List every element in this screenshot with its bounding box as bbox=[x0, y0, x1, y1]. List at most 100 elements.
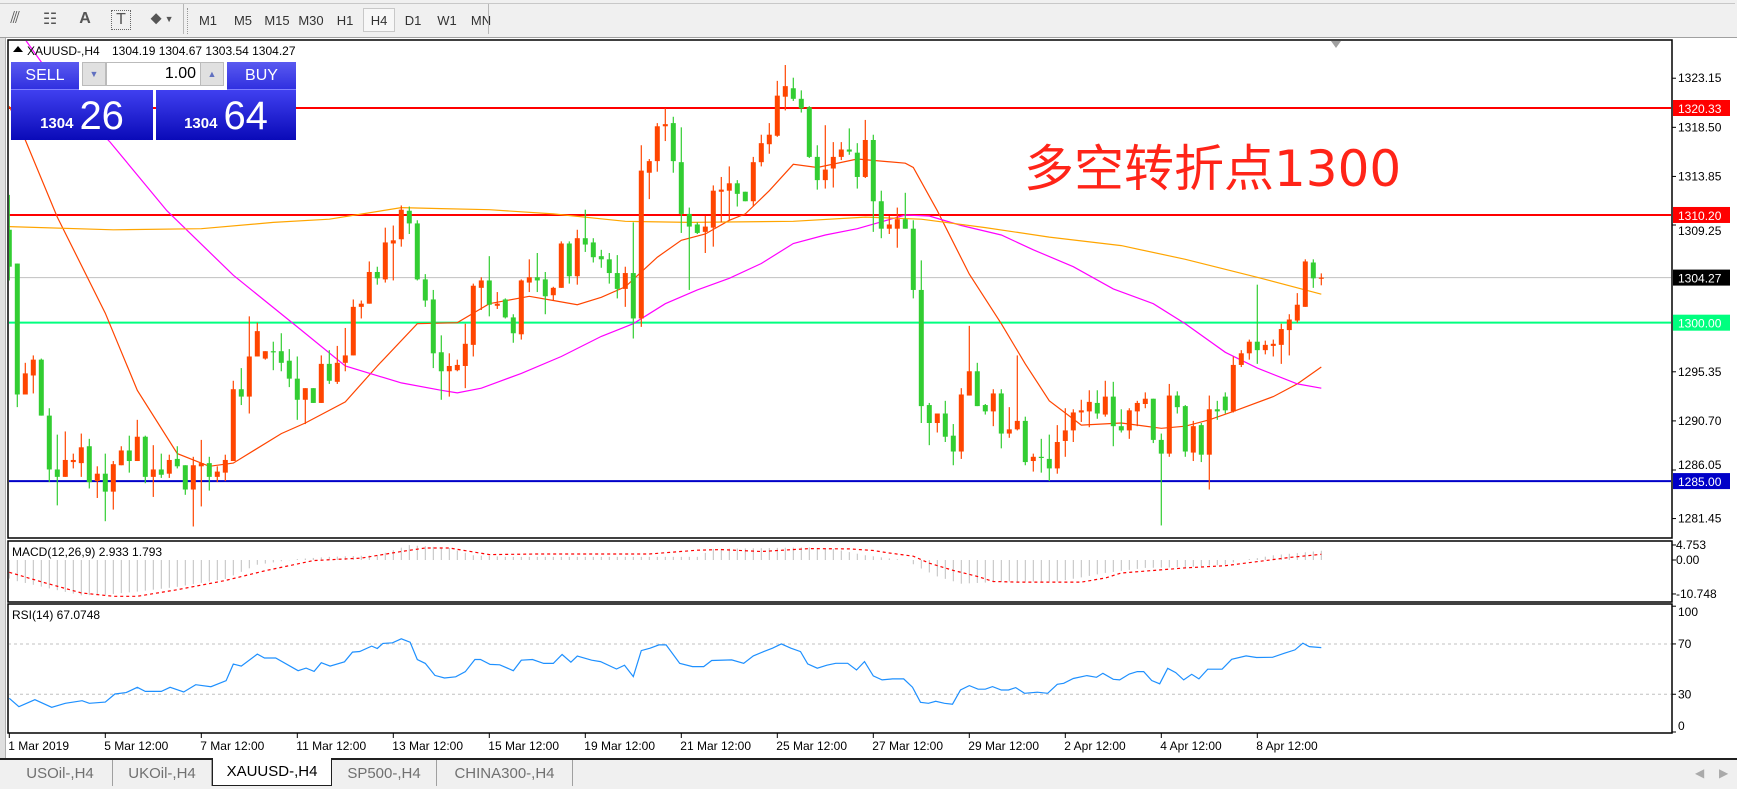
scroll-left-icon[interactable]: ◀ bbox=[1695, 766, 1705, 780]
candle-body bbox=[1238, 353, 1244, 365]
level-price-label: 1285.00 bbox=[1678, 475, 1722, 489]
text-label-icon[interactable]: T bbox=[111, 10, 131, 30]
tab-sp500[interactable]: SP500-,H4 bbox=[332, 760, 437, 786]
bull-candle bbox=[654, 123, 660, 172]
candle-body bbox=[718, 189, 724, 192]
chart-annotation-text[interactable]: 多空转折点1300 bbox=[1024, 140, 1402, 198]
bear-candle bbox=[534, 252, 540, 293]
buy-button[interactable]: BUY bbox=[227, 62, 296, 90]
timeframe-m5[interactable]: M5 bbox=[233, 12, 253, 28]
sell-price-button[interactable]: 1304 26 bbox=[11, 90, 153, 140]
buy-price-button[interactable]: 1304 64 bbox=[156, 90, 296, 140]
bull-candle bbox=[718, 176, 724, 223]
rsi-tick-label: 0 bbox=[1678, 719, 1685, 733]
buy-price-suffix: 64 bbox=[223, 94, 268, 138]
time-tick-label: 21 Mar 12:00 bbox=[680, 739, 751, 753]
bear-candle bbox=[974, 362, 980, 407]
bull-candle bbox=[1070, 409, 1076, 443]
candle-body bbox=[230, 389, 236, 462]
candle-body bbox=[374, 271, 380, 279]
time-tick-label: 29 Mar 12:00 bbox=[968, 739, 1039, 753]
bear-candle bbox=[1158, 433, 1164, 526]
bear-candle bbox=[606, 252, 612, 284]
candle-body bbox=[1190, 426, 1196, 453]
candle-body bbox=[526, 277, 532, 283]
time-tick-label: 7 Mar 12:00 bbox=[200, 739, 264, 753]
lot-increase-button[interactable]: ▲ bbox=[200, 62, 224, 86]
bull-candle bbox=[470, 283, 476, 357]
chart-shift-marker-icon[interactable] bbox=[1331, 41, 1341, 48]
bull-candle bbox=[558, 241, 564, 288]
bull-candle bbox=[1166, 383, 1172, 457]
candle-body bbox=[902, 219, 908, 229]
timeframe-d1[interactable]: D1 bbox=[404, 12, 422, 28]
sell-button[interactable]: SELL bbox=[11, 62, 79, 90]
candle-body bbox=[814, 156, 820, 181]
tab-xauusd[interactable]: XAUUSD-,H4 bbox=[212, 758, 332, 786]
bull-candle bbox=[30, 355, 36, 394]
lot-decrease-button[interactable]: ▼ bbox=[82, 62, 106, 86]
candle-body bbox=[558, 243, 564, 288]
candle-body bbox=[1262, 344, 1268, 351]
timeframe-m15[interactable]: M15 bbox=[264, 12, 290, 28]
timeframe-m30[interactable]: M30 bbox=[298, 12, 324, 28]
candle-body bbox=[1110, 396, 1116, 427]
candle-body bbox=[1014, 420, 1020, 430]
arrows-glyph: ⬥ bbox=[150, 10, 162, 27]
candle-body bbox=[622, 273, 628, 289]
text-icon[interactable]: A bbox=[79, 10, 91, 27]
timeframe-mn[interactable]: MN bbox=[470, 12, 492, 28]
time-tick-label: 8 Apr 12:00 bbox=[1256, 739, 1318, 753]
tab-usoil[interactable]: USOil-,H4 bbox=[8, 760, 113, 786]
candle-body bbox=[1174, 395, 1180, 408]
candle-body bbox=[862, 139, 868, 177]
candle-body bbox=[926, 405, 932, 424]
grid-lines-icon[interactable]: ☷ bbox=[42, 11, 58, 28]
toolbar-grip[interactable] bbox=[187, 8, 191, 34]
bull-candle bbox=[1246, 339, 1252, 360]
candle-body bbox=[798, 98, 804, 109]
level-price-label: 1300.00 bbox=[1678, 317, 1722, 331]
timeframe-h4[interactable]: H4 bbox=[363, 8, 395, 32]
price-tick-label: 1281.45 bbox=[1678, 512, 1722, 526]
bull-candle bbox=[1286, 314, 1292, 356]
chart-window[interactable] bbox=[0, 38, 1737, 758]
rsi-tick-label: 30 bbox=[1678, 687, 1692, 701]
collapse-triangle-icon[interactable] bbox=[13, 46, 23, 52]
bull-candle bbox=[1270, 339, 1276, 357]
candle-body bbox=[1046, 458, 1052, 469]
bear-candle bbox=[414, 220, 420, 281]
lot-size-input[interactable] bbox=[106, 62, 201, 86]
candle-body bbox=[662, 124, 668, 127]
candle-body bbox=[350, 306, 356, 356]
timeframe-w1[interactable]: W1 bbox=[437, 12, 457, 28]
bull-candle bbox=[62, 431, 68, 477]
timeframe-m1[interactable]: M1 bbox=[198, 12, 218, 28]
candle-body bbox=[414, 223, 420, 280]
bear-candle bbox=[582, 209, 588, 252]
bull-candle bbox=[22, 362, 28, 395]
bull-candle bbox=[638, 145, 644, 327]
bull-candle bbox=[990, 389, 996, 427]
price-axis: 1323.15 1318.50 1313.85 1309.25 1295.35 1290.… bbox=[1672, 71, 1730, 526]
candle-body bbox=[70, 459, 76, 463]
timeframe-h1[interactable]: H1 bbox=[336, 12, 354, 28]
scroll-right-icon[interactable]: ▶ bbox=[1719, 766, 1729, 780]
bull-candle bbox=[382, 227, 388, 283]
bear-candle bbox=[486, 256, 492, 317]
fibonacci-icon[interactable]: ⫻ bbox=[10, 10, 20, 27]
candle-body bbox=[958, 394, 964, 452]
bear-candle bbox=[1094, 390, 1100, 419]
tab-china300[interactable]: CHINA300-,H4 bbox=[437, 760, 573, 786]
arrows-icon[interactable]: ⬥ ▼ bbox=[145, 6, 179, 32]
candle-body bbox=[1294, 304, 1300, 321]
bear-candle bbox=[9, 194, 12, 281]
candle-body bbox=[278, 351, 284, 363]
candle-body bbox=[182, 465, 188, 490]
tab-ukoil[interactable]: UKOil-,H4 bbox=[113, 760, 212, 786]
bear-candle bbox=[926, 402, 932, 446]
bull-candle bbox=[750, 156, 756, 207]
bull-candle bbox=[334, 345, 340, 384]
bull-candle bbox=[222, 454, 228, 482]
